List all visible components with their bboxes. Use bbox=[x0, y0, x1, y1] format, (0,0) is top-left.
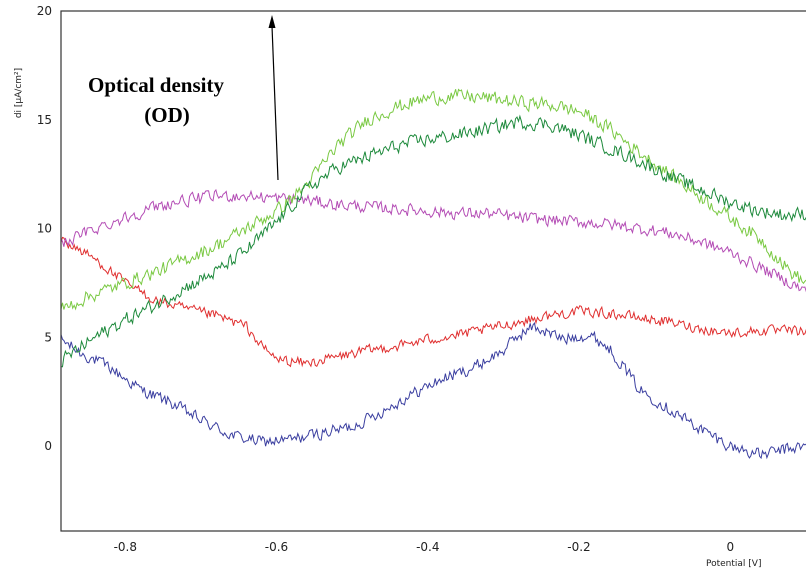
y-tick-label: 5 bbox=[44, 330, 52, 344]
y-tick-label: 20 bbox=[37, 4, 52, 18]
series-layer bbox=[61, 88, 806, 460]
series-line-3 bbox=[61, 188, 806, 293]
x-tick-label: -0.8 bbox=[114, 540, 137, 554]
x-tick-label: -0.6 bbox=[265, 540, 288, 554]
series-line-5 bbox=[61, 114, 806, 368]
y-tick-label: 10 bbox=[37, 222, 52, 236]
series-line-4 bbox=[61, 88, 806, 311]
annotation-arrow-head bbox=[268, 15, 276, 28]
series-line-1 bbox=[61, 322, 806, 460]
y-tick-label: 15 bbox=[37, 113, 52, 127]
y-tick-labels: 0 5 10 15 20 bbox=[37, 4, 52, 453]
x-tick-label: 0 bbox=[726, 540, 734, 554]
series-line-2 bbox=[61, 236, 806, 368]
x-tick-label: -0.4 bbox=[416, 540, 439, 554]
annotation-line-1: Optical density bbox=[88, 73, 224, 97]
annotation-line-2: (OD) bbox=[144, 103, 190, 127]
x-tick-labels: -0.8 -0.6 -0.4 -0.2 0 bbox=[114, 540, 735, 554]
plot-frame bbox=[60, 10, 806, 532]
annotation-arrow bbox=[271, 25, 279, 181]
y-tick-label: 0 bbox=[44, 439, 52, 453]
x-axis-title: Potential [V] bbox=[706, 559, 761, 569]
y-axis-title: di [µA/cm²] bbox=[14, 68, 24, 118]
x-tick-label: -0.2 bbox=[567, 540, 590, 554]
